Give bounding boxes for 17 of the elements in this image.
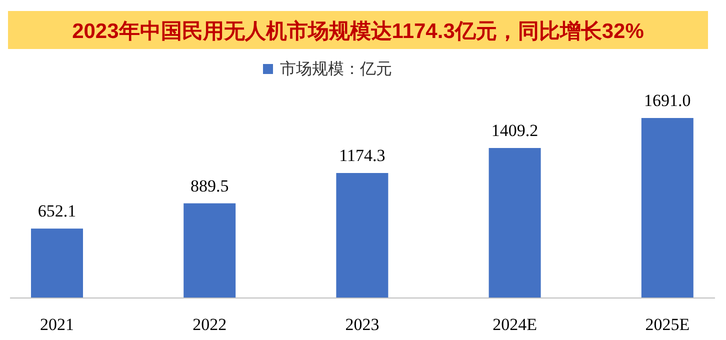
bar	[488, 148, 541, 298]
chart-title: 2023年中国民用无人机市场规模达1174.3亿元，同比增长32%	[72, 19, 644, 43]
data-label: 652.1	[38, 202, 76, 221]
data-label: 1691.0	[644, 91, 691, 110]
x-tick-label: 2022	[192, 315, 227, 334]
data-label: 889.5	[190, 176, 229, 196]
bar	[31, 228, 83, 298]
data-label: 1409.2	[491, 120, 538, 140]
x-tick-label: 2023	[345, 315, 380, 334]
x-tick-label: 2025E	[645, 315, 690, 334]
bar	[641, 118, 694, 298]
x-tick-label: 2024E	[492, 315, 537, 334]
bar	[336, 173, 388, 298]
x-tick-label: 2021	[40, 315, 74, 334]
bar	[184, 203, 236, 298]
data-label: 1174.3	[339, 146, 386, 165]
legend-label: 市场规模：亿元	[280, 59, 392, 78]
